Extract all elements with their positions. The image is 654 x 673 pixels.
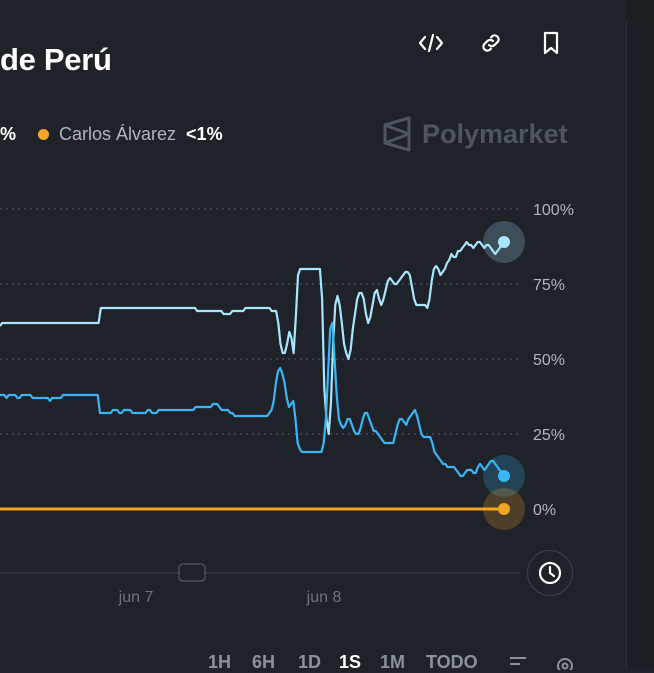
series-end-dot [498,236,510,248]
clock-icon [538,561,562,585]
y-tick-label: 50% [533,352,565,369]
page-title: de Perú [0,42,112,77]
bookmark-icon[interactable] [536,28,566,58]
tab-1s[interactable]: 1S [339,652,362,672]
legend-item-carlos-alvarez: Carlos Álvarez <1% [38,124,223,145]
series-end-dot [498,503,510,515]
polymarket-watermark: Polymarket [382,116,568,152]
panel-divider [626,20,627,668]
tab-1m[interactable]: 1M [380,652,406,672]
series-line-1 [0,321,505,478]
polymarket-logo-icon [383,116,411,152]
y-tick-label: 100% [533,202,574,219]
code-icon[interactable] [416,28,446,58]
tab-todo[interactable]: TODO [426,652,478,672]
right-gutter [626,0,654,668]
y-tick-label: 25% [533,427,565,444]
y-tick-label: 75% [533,277,565,294]
tab-1h[interactable]: 1H [208,652,232,672]
lines-icon[interactable] [508,654,528,670]
legend-name: Carlos Álvarez [59,124,177,144]
legend-dot [38,129,49,140]
range-scrub-handle[interactable] [178,563,206,582]
x-tick-label: jun 8 [306,589,342,606]
legend-pct: <1% [186,124,223,144]
tab-1d[interactable]: 1D [298,652,322,672]
legend-pct-truncated: % [0,124,17,144]
watermark-text: Polymarket [422,118,568,149]
clock-button[interactable] [527,550,573,596]
tab-6h[interactable]: 6H [252,652,276,672]
y-tick-label: 0% [533,502,556,519]
series-end-dot [498,470,510,482]
link-icon[interactable] [476,28,506,58]
series-line-0 [0,240,505,436]
x-tick-label: jun 7 [118,589,154,606]
